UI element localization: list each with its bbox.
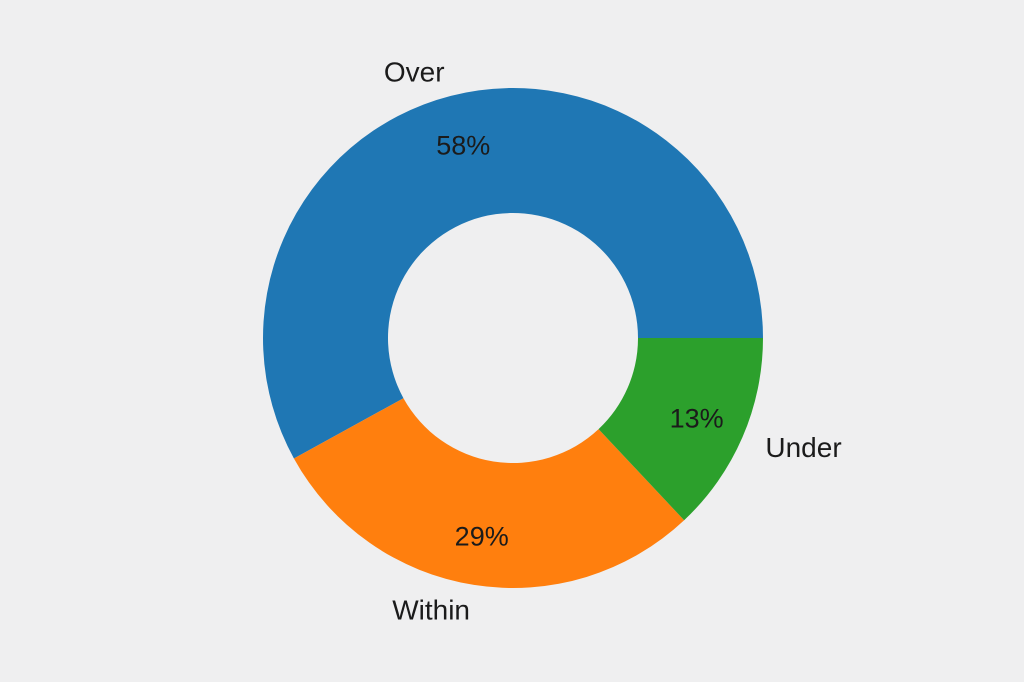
slice-pct-within: 29% — [455, 522, 509, 552]
pie-slice-over — [263, 88, 763, 459]
slice-pct-over: 58% — [436, 130, 490, 160]
slice-label-within: Within — [392, 595, 470, 626]
slice-label-under: Under — [765, 432, 841, 463]
pie-slice-within — [293, 398, 685, 589]
slice-label-over: Over — [384, 57, 445, 88]
slice-pct-under: 13% — [670, 403, 724, 433]
pie-slice-under — [598, 338, 763, 521]
